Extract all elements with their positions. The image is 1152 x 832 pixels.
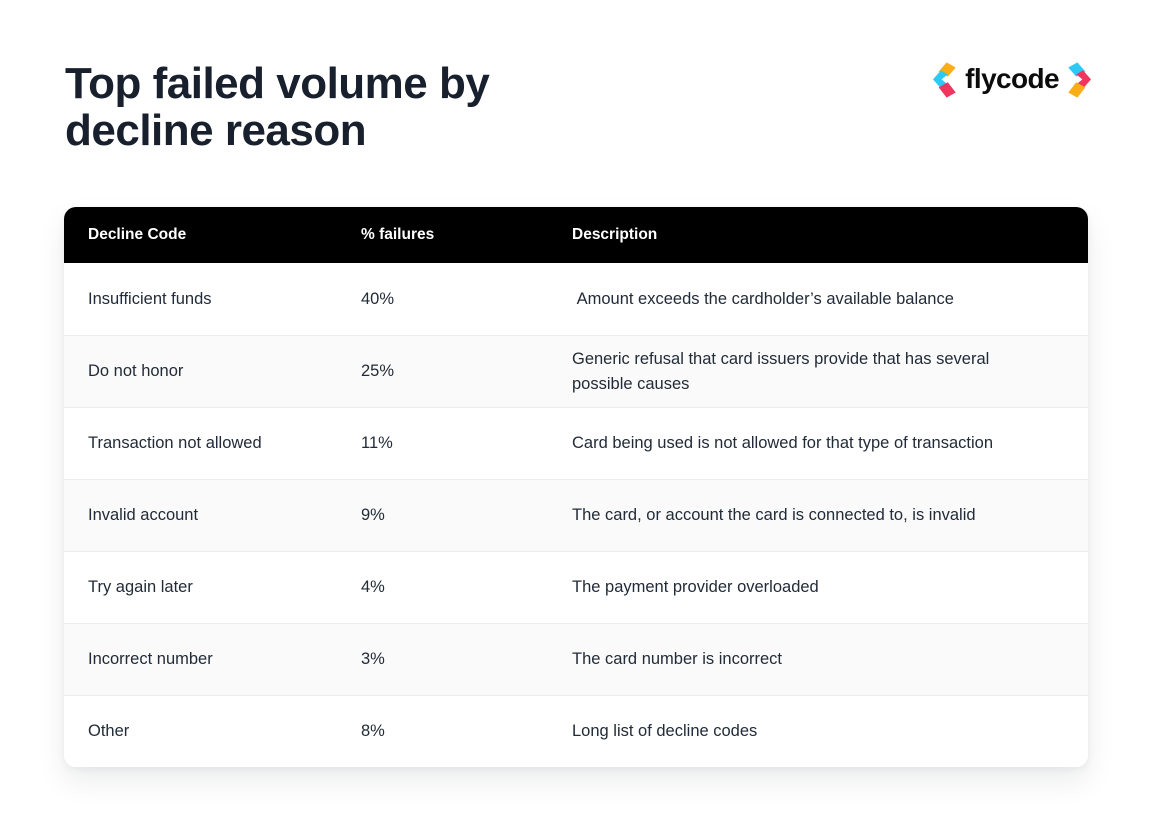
decline-code-cell: Insufficient funds <box>88 289 212 308</box>
pct-failures-cell: 3% <box>361 650 385 668</box>
table-row: Other 8% Long list of decline codes <box>64 695 1088 767</box>
description-cell: The payment provider overloaded <box>572 578 819 597</box>
description-cell: The card, or account the card is connect… <box>572 506 976 525</box>
column-header-description: Description <box>572 226 658 243</box>
page-title: Top failed volume by decline reason <box>65 59 490 156</box>
description-cell: Long list of decline codes <box>572 722 758 741</box>
pct-failures-cell: 11% <box>361 434 393 452</box>
pct-failures-cell: 40% <box>361 289 395 308</box>
column-header-decline-code: Decline Code <box>88 226 187 243</box>
table-row: Transaction not allowed 11% Card being u… <box>64 407 1088 479</box>
table-row: Invalid account 9% The card, or account … <box>64 479 1088 551</box>
flycode-logo-left-chevron-icon <box>933 62 958 98</box>
page-title-line-2: decline reason <box>65 106 367 156</box>
page-title-line-1: Top failed volume by <box>65 59 490 108</box>
description-cell: The card number is incorrect <box>572 650 782 669</box>
table-row: Do not honor 25% Generic refusal that ca… <box>64 335 1088 407</box>
decline-code-cell: Incorrect number <box>88 650 213 668</box>
decline-reasons-table: Decline Code % failures Description Insu… <box>64 207 1088 767</box>
column-header-pct-failures: % failures <box>361 226 435 243</box>
decline-code-cell: Transaction not allowed <box>88 434 262 452</box>
description-cell: Card being used is not allowed for that … <box>572 434 993 453</box>
table-row: Insufficient funds 40% Amount exceeds th… <box>64 263 1088 335</box>
table-row: Try again later 4% The payment provider … <box>64 551 1088 623</box>
decline-code-cell: Do not honor <box>88 362 184 380</box>
pct-failures-cell: 25% <box>361 362 395 380</box>
decline-code-cell: Other <box>88 722 130 740</box>
table-body: Insufficient funds 40% Amount exceeds th… <box>64 263 1088 767</box>
flycode-logo-text: flycode <box>965 63 1059 94</box>
table-row: Incorrect number 3% The card number is i… <box>64 623 1088 695</box>
flycode-logo-right-chevron-icon <box>1066 62 1091 98</box>
pct-failures-cell: 9% <box>361 506 385 524</box>
description-cell: Generic refusal that card issuers provid… <box>572 349 994 393</box>
flycode-logo: flycode <box>933 58 1091 102</box>
pct-failures-cell: 4% <box>361 578 385 596</box>
pct-failures-cell: 8% <box>361 722 385 740</box>
decline-code-cell: Invalid account <box>88 506 199 524</box>
table-header-row: Decline Code % failures Description <box>64 207 1088 263</box>
decline-code-cell: Try again later <box>88 578 193 596</box>
description-cell: Amount exceeds the cardholder’s availabl… <box>572 289 954 308</box>
